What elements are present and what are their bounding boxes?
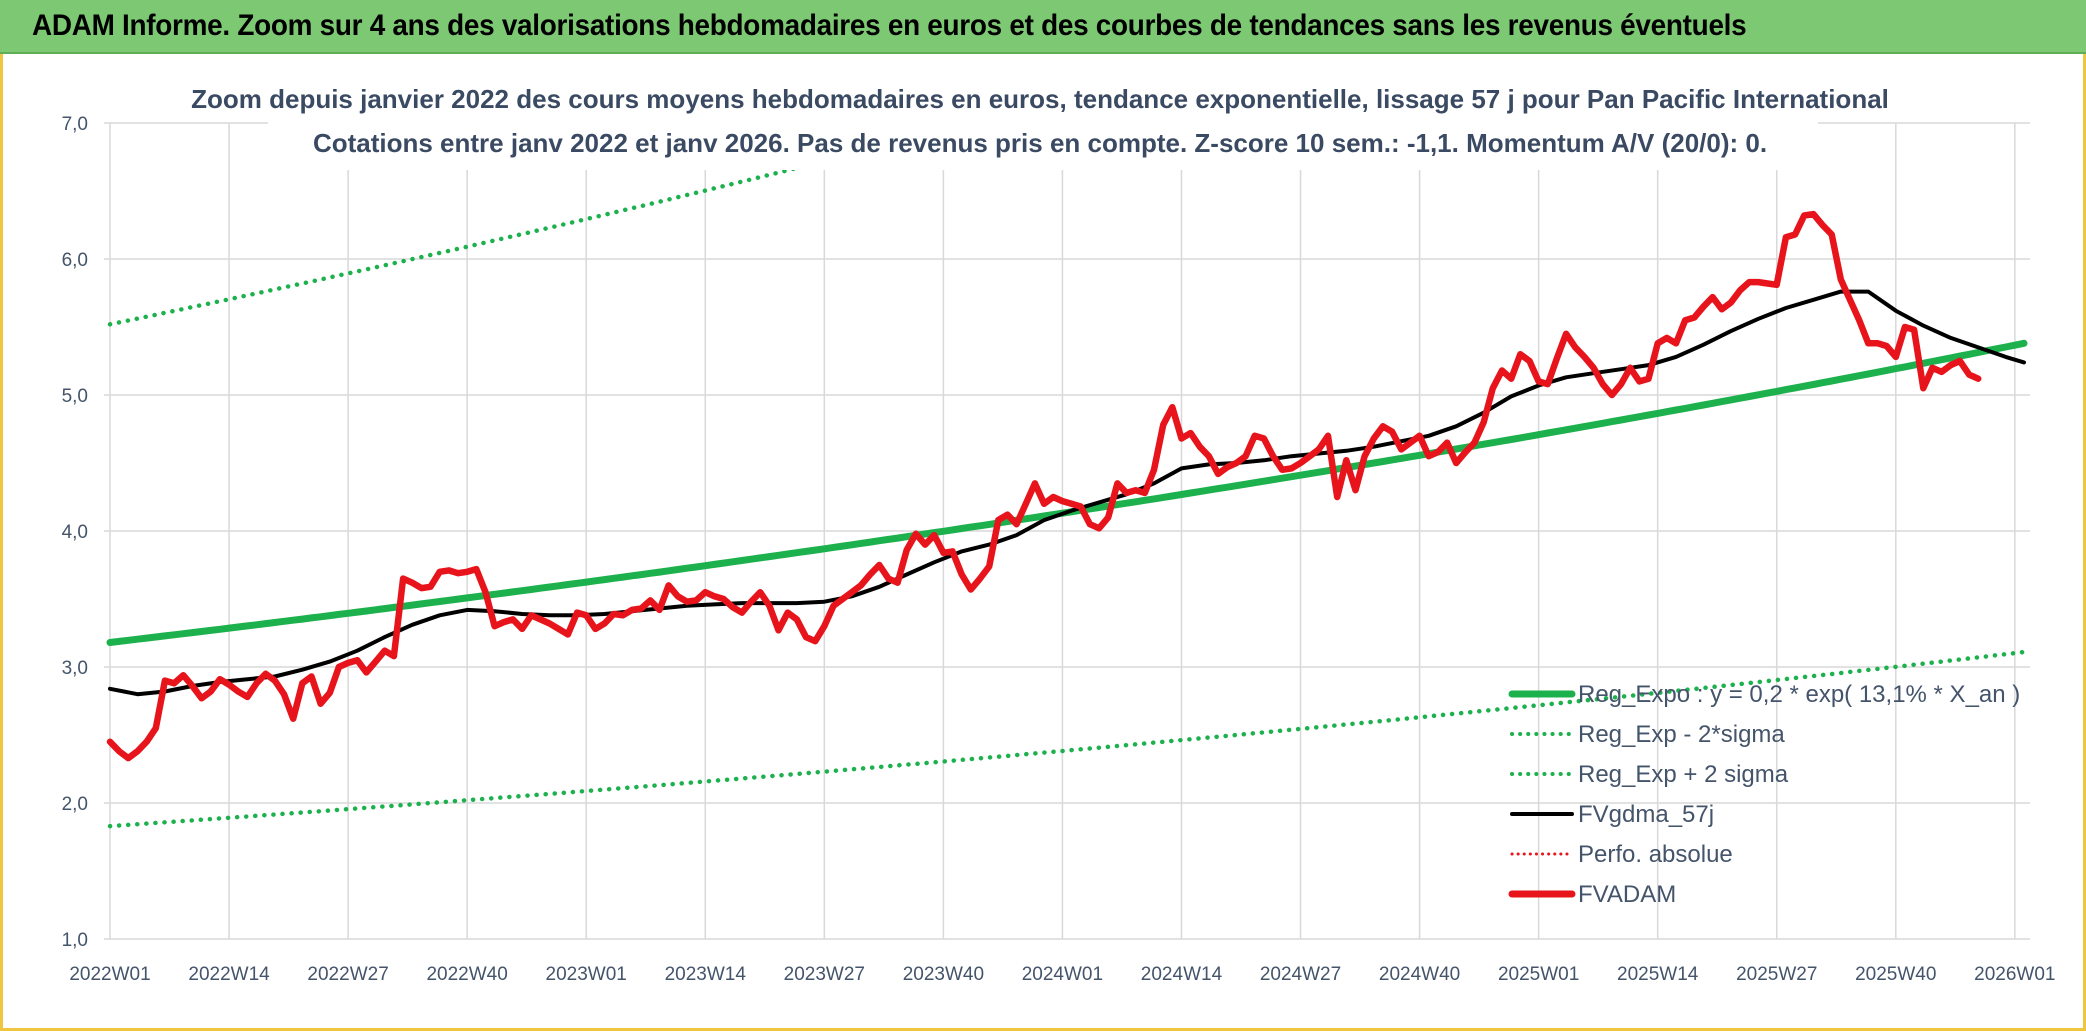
grid — [104, 122, 2030, 940]
x-tick-label: 2026W01 — [1974, 964, 2055, 985]
legend-label: FVADAM — [1578, 881, 1676, 908]
x-tick-label: 2025W27 — [1736, 964, 1817, 985]
x-tick-label: 2023W40 — [903, 964, 984, 985]
x-tick-label: 2022W14 — [188, 964, 270, 985]
x-tick-label: 2022W40 — [426, 964, 507, 985]
legend-label: Perfo. absolue — [1578, 841, 1733, 868]
legend: Reg_Expo : y = 0,2 * exp( 13,1% * X_an )… — [1508, 681, 2020, 908]
y-tick-label: 4,0 — [62, 522, 88, 543]
chart-frame — [0, 54, 2086, 1031]
legend-label: Reg_Expo : y = 0,2 * exp( 13,1% * X_an ) — [1578, 681, 2020, 708]
x-tick-label: 2024W14 — [1141, 964, 1223, 985]
y-tick-label: 6,0 — [62, 250, 88, 271]
legend-label: Reg_Exp - 2*sigma — [1578, 721, 1785, 748]
series-layer — [106, 123, 2028, 829]
x-tick-label: 2025W40 — [1855, 964, 1936, 985]
x-tick-label: 2022W01 — [69, 964, 150, 985]
ticks: 1,0 2,0 3,0 4,0 5,0 6,0 7,0 2022W01 2022W14 2022W… — [62, 114, 2056, 985]
x-tick-label: 2025W01 — [1498, 964, 1579, 985]
x-tick-label: 2023W14 — [665, 964, 747, 985]
legend-label: FVgdma_57j — [1578, 801, 1714, 828]
legend-label: Reg_Exp + 2 sigma — [1578, 761, 1789, 788]
series-line-trend — [106, 339, 2028, 646]
y-tick-label: 3,0 — [62, 658, 88, 679]
x-tick-label: 2022W27 — [307, 964, 388, 985]
x-tick-label: 2024W27 — [1260, 964, 1341, 985]
header-banner: ADAM Informe. Zoom sur 4 ans des valoris… — [0, 0, 2086, 54]
y-tick-label: 5,0 — [62, 386, 88, 407]
series-line-band-high — [107, 123, 982, 327]
series-line-band-low — [107, 649, 2027, 829]
page-title: ADAM Informe. Zoom sur 4 ans des valoris… — [32, 9, 1747, 42]
y-tick-label: 1,0 — [62, 930, 88, 951]
chart-title: Zoom depuis janvier 2022 des cours moyen… — [191, 84, 1889, 114]
x-tick-label: 2025W14 — [1617, 964, 1699, 985]
x-tick-label: 2024W40 — [1379, 964, 1460, 985]
y-tick-label: 7,0 — [62, 114, 88, 135]
x-tick-label: 2024W01 — [1022, 964, 1103, 985]
x-tick-label: 2023W27 — [784, 964, 865, 985]
x-tick-label: 2023W01 — [546, 964, 627, 985]
chart-subtitle: Cotations entre janv 2022 et janv 2026. … — [313, 128, 1767, 158]
y-tick-label: 2,0 — [62, 794, 88, 815]
series-line-ma — [108, 289, 2026, 697]
series-line-price — [106, 210, 1982, 762]
title-background — [268, 80, 1818, 170]
